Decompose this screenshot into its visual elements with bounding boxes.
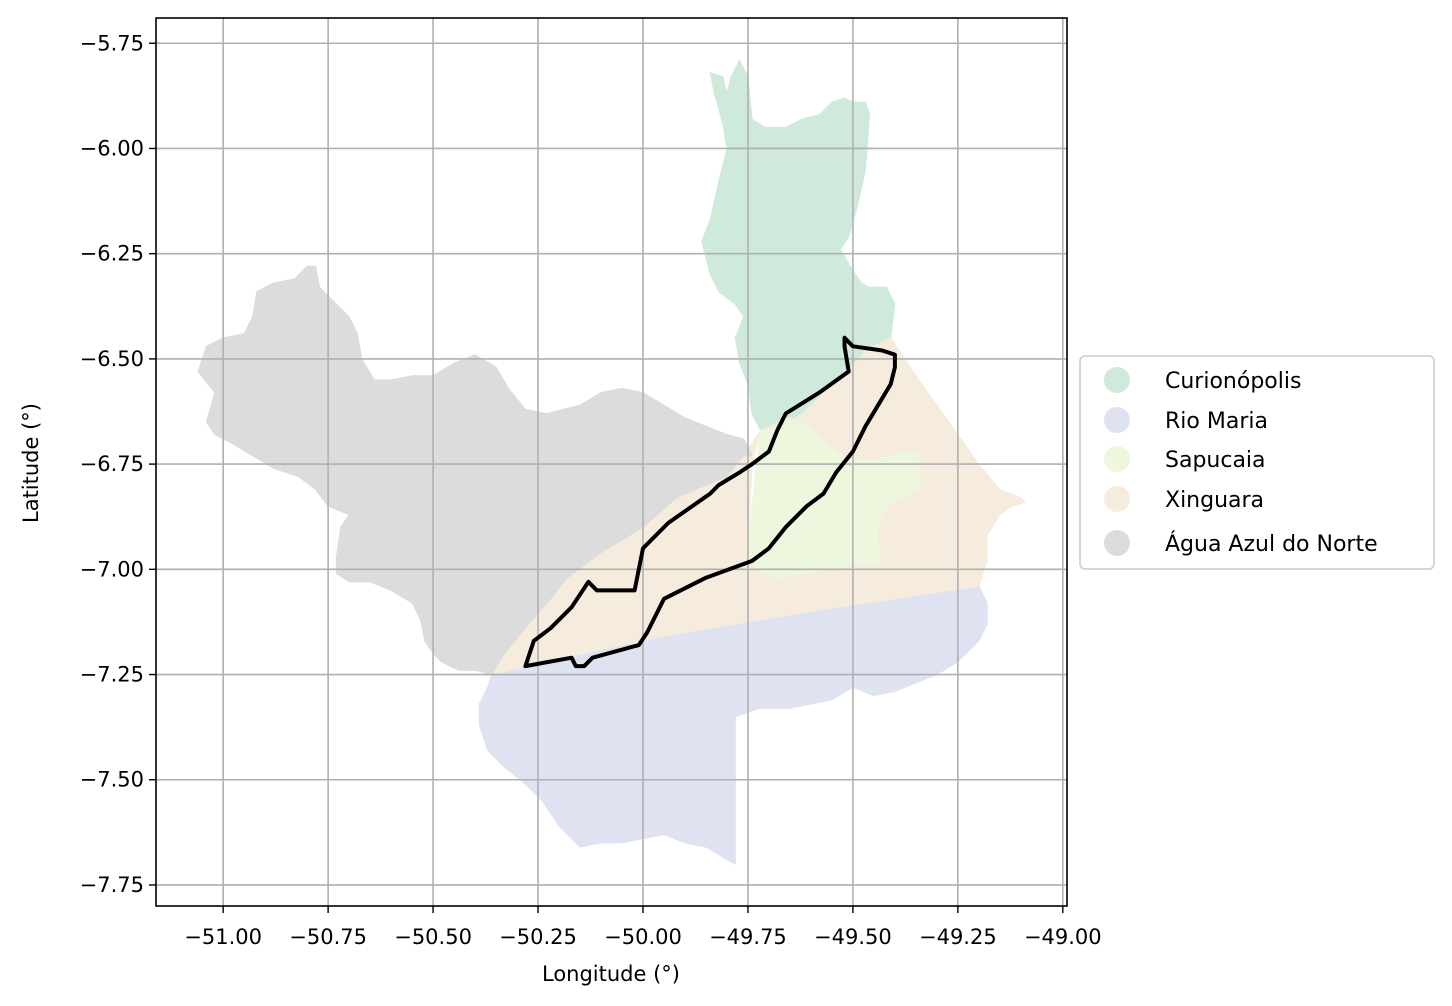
grid-layer <box>156 18 1067 906</box>
plot-frame <box>155 17 1068 907</box>
x-tick-label: −49.50 <box>814 925 892 949</box>
x-tick-label: −51.00 <box>184 925 262 949</box>
legend-label: Curionópolis <box>1165 369 1301 394</box>
legend-marker <box>1104 446 1130 472</box>
y-tick-label: −7.50 <box>80 768 144 792</box>
legend-label: Rio Maria <box>1165 409 1268 434</box>
study-area-outline-layer <box>523 335 897 669</box>
study-area-outline <box>523 335 897 669</box>
x-tick-label: −49.25 <box>919 925 997 949</box>
x-tick-label: −49.00 <box>1024 925 1102 949</box>
legend: Curionópolis Rio Maria Sapucaia Xinguara Águ… <box>1079 355 1435 570</box>
y-tick-label: −7.00 <box>80 557 144 581</box>
y-axis-label: Latitude (°) <box>19 403 43 523</box>
x-tick-label: −50.75 <box>289 925 367 949</box>
legend-marker <box>1104 407 1130 433</box>
y-tick-label: −7.25 <box>80 663 144 687</box>
x-tick-label: −50.25 <box>499 925 577 949</box>
legend-entry-xinguara: Xinguara <box>1104 486 1264 513</box>
x-tick-label: −50.50 <box>394 925 472 949</box>
legend-marker <box>1104 367 1130 393</box>
y-tick-label: −6.25 <box>80 242 144 266</box>
y-tick-label: −7.75 <box>80 873 144 897</box>
legend-label: Sapucaia <box>1165 448 1266 473</box>
y-tick-label: −6.75 <box>80 452 144 476</box>
y-tick-label: −6.00 <box>80 136 144 160</box>
legend-frame <box>1079 355 1435 570</box>
legend-label: Xinguara <box>1165 488 1264 513</box>
x-axis-label: Longitude (°) <box>542 962 680 986</box>
legend-entry-sapucaia: Sapucaia <box>1104 446 1266 473</box>
legend-entries: Curionópolis Rio Maria Sapucaia Xinguara Águ… <box>1104 367 1378 557</box>
tick-layer: −51.00 −50.75 −50.50 −50.25 −50.00 −49.75 −49.… <box>80 31 1102 949</box>
x-tick-label: −49.75 <box>709 925 787 949</box>
region-agua-azul-do-norte <box>197 265 753 676</box>
legend-label: Água Azul do Norte <box>1165 531 1378 557</box>
legend-entry-curionopolis: Curionópolis <box>1104 367 1301 394</box>
legend-entry-rio-maria: Rio Maria <box>1104 407 1268 434</box>
y-tick-label: −5.75 <box>80 31 144 55</box>
legend-marker <box>1104 486 1130 512</box>
x-tick-label: −50.00 <box>604 925 682 949</box>
region-layer <box>197 58 1026 865</box>
legend-marker <box>1104 530 1130 556</box>
legend-entry-agua-azul-do-norte: Água Azul do Norte <box>1104 530 1378 557</box>
y-tick-label: −6.50 <box>80 347 144 371</box>
